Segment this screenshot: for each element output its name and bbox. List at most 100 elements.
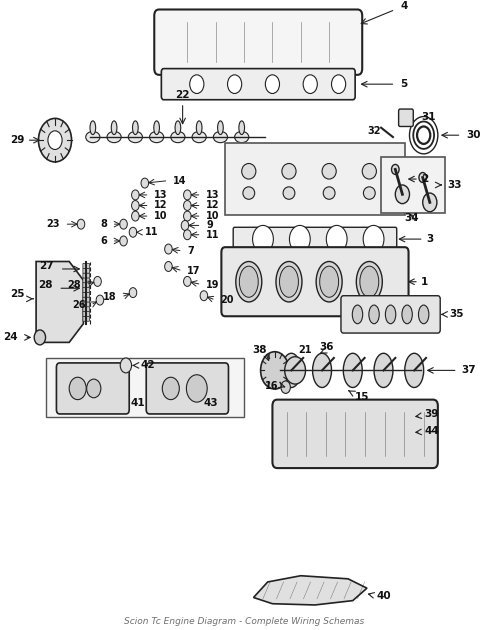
Text: 34: 34	[404, 213, 418, 223]
Circle shape	[183, 230, 191, 240]
Polygon shape	[36, 261, 83, 342]
Circle shape	[265, 75, 279, 93]
FancyBboxPatch shape	[83, 268, 90, 273]
Text: 32: 32	[367, 126, 380, 136]
Bar	[45, 358, 243, 417]
Ellipse shape	[107, 132, 121, 142]
Circle shape	[96, 295, 104, 305]
Circle shape	[120, 219, 127, 229]
FancyBboxPatch shape	[83, 307, 90, 312]
Circle shape	[183, 190, 191, 200]
Circle shape	[186, 375, 207, 402]
Text: 18: 18	[103, 292, 116, 302]
Ellipse shape	[128, 132, 142, 142]
Ellipse shape	[316, 261, 341, 302]
Text: 21: 21	[298, 345, 311, 355]
Circle shape	[189, 75, 203, 93]
FancyBboxPatch shape	[83, 292, 90, 297]
Text: 6: 6	[100, 236, 107, 246]
Ellipse shape	[359, 266, 378, 297]
Ellipse shape	[351, 305, 362, 324]
Ellipse shape	[401, 305, 411, 324]
FancyBboxPatch shape	[146, 363, 228, 414]
Circle shape	[165, 244, 172, 254]
Text: 36: 36	[319, 342, 333, 352]
FancyBboxPatch shape	[221, 247, 408, 316]
FancyBboxPatch shape	[233, 227, 396, 251]
Ellipse shape	[281, 164, 295, 179]
Circle shape	[391, 164, 398, 175]
Ellipse shape	[362, 164, 376, 179]
Text: 30: 30	[465, 130, 480, 140]
Ellipse shape	[90, 121, 95, 135]
Text: 26: 26	[72, 300, 86, 310]
Circle shape	[162, 377, 179, 399]
Circle shape	[326, 226, 347, 253]
Text: 11: 11	[145, 227, 158, 238]
Text: 39: 39	[424, 409, 438, 419]
Ellipse shape	[385, 305, 395, 324]
Circle shape	[394, 185, 408, 203]
FancyBboxPatch shape	[272, 399, 437, 468]
Ellipse shape	[373, 353, 392, 387]
Ellipse shape	[404, 353, 423, 387]
Circle shape	[200, 290, 207, 301]
Polygon shape	[253, 576, 366, 605]
Text: 20: 20	[220, 295, 233, 305]
Text: 8: 8	[100, 219, 107, 229]
Bar	[380, 157, 444, 213]
FancyBboxPatch shape	[154, 9, 362, 75]
Circle shape	[280, 381, 290, 393]
FancyBboxPatch shape	[83, 316, 90, 321]
Circle shape	[48, 131, 62, 149]
Text: 44: 44	[424, 426, 439, 436]
Circle shape	[120, 358, 131, 373]
Text: 17: 17	[187, 266, 200, 276]
Circle shape	[93, 277, 101, 287]
FancyBboxPatch shape	[398, 109, 412, 127]
Circle shape	[422, 193, 436, 212]
Circle shape	[34, 330, 45, 345]
Circle shape	[131, 200, 139, 210]
Text: 16: 16	[264, 381, 277, 391]
Text: 2: 2	[421, 174, 428, 184]
Text: 13: 13	[206, 190, 219, 200]
Text: 40: 40	[376, 592, 390, 601]
Text: 43: 43	[203, 398, 218, 408]
Text: 15: 15	[354, 391, 369, 401]
Text: 33: 33	[446, 180, 461, 190]
Text: 28: 28	[67, 280, 81, 290]
Ellipse shape	[368, 305, 378, 324]
Text: 25: 25	[10, 289, 25, 299]
FancyBboxPatch shape	[83, 297, 90, 302]
Ellipse shape	[235, 261, 261, 302]
Circle shape	[77, 219, 85, 229]
Ellipse shape	[239, 121, 244, 135]
Text: 1: 1	[421, 277, 428, 287]
Text: 28: 28	[38, 280, 53, 290]
FancyBboxPatch shape	[83, 278, 90, 283]
Circle shape	[331, 75, 345, 93]
Text: 29: 29	[10, 135, 24, 145]
FancyBboxPatch shape	[83, 311, 90, 316]
Ellipse shape	[281, 353, 300, 387]
Text: Scion Tc Engine Diagram - Complete Wiring Schemas: Scion Tc Engine Diagram - Complete Wirin…	[124, 617, 363, 626]
Circle shape	[183, 211, 191, 221]
FancyBboxPatch shape	[83, 283, 90, 287]
Circle shape	[131, 190, 139, 200]
Ellipse shape	[132, 121, 138, 135]
Ellipse shape	[279, 266, 298, 297]
Ellipse shape	[239, 266, 257, 297]
Circle shape	[260, 352, 288, 389]
Circle shape	[284, 357, 305, 384]
Text: 22: 22	[175, 91, 189, 100]
Circle shape	[418, 173, 425, 183]
Text: 12: 12	[154, 200, 167, 210]
Text: 42: 42	[140, 360, 154, 370]
Ellipse shape	[213, 132, 227, 142]
Ellipse shape	[319, 266, 338, 297]
Text: 11: 11	[206, 230, 219, 240]
Circle shape	[183, 200, 191, 210]
Text: 35: 35	[449, 309, 463, 319]
Text: 27: 27	[39, 261, 54, 272]
